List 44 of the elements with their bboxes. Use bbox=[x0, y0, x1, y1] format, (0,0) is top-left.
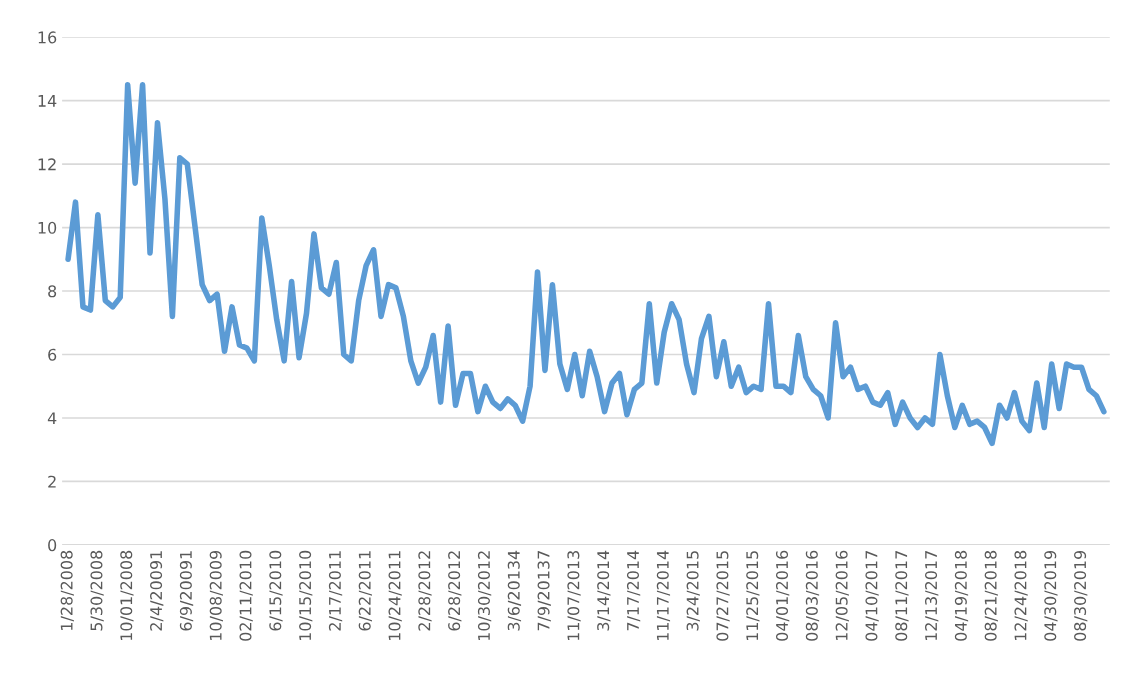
x-tick-label: 08/30/2019 bbox=[1074, 550, 1088, 641]
x-tick-label: 11/07/2013 bbox=[567, 551, 581, 641]
y-tick-label: 16 bbox=[38, 31, 57, 44]
y-tick-label: 12 bbox=[38, 158, 56, 171]
x-tick-label: 07/27/2015 bbox=[716, 551, 730, 641]
x-tick-label: 08/03/2016 bbox=[805, 550, 820, 641]
x-tick-label: 6/15/2010 bbox=[269, 550, 283, 631]
x-tick-label: 04/30/2019 bbox=[1044, 550, 1058, 641]
y-tick-label: 0 bbox=[48, 539, 57, 552]
x-tick-label: 3/14/2014 bbox=[597, 550, 611, 631]
x-tick-label: 10/24/2011 bbox=[388, 551, 402, 641]
x-tick-label: 12/24/2018 bbox=[1014, 550, 1028, 641]
x-tick-label: 5/30/2008 bbox=[90, 550, 104, 631]
x-tick-label: 2/28/2012 bbox=[418, 551, 432, 631]
x-tick-label: 12/05/2016 bbox=[835, 550, 849, 641]
x-tick-label: 10/15/2010 bbox=[299, 550, 313, 641]
x-tick-label: 08/21/2018 bbox=[984, 550, 998, 641]
y-tick-label: 4 bbox=[47, 412, 57, 425]
x-tick-label: 3/6/20134 bbox=[507, 550, 522, 631]
x-tick-label: 7/17/2014 bbox=[626, 550, 641, 631]
x-tick-label: 10/08/2009 bbox=[209, 550, 223, 641]
x-tick-label: 7/9/20137 bbox=[537, 551, 551, 631]
x-tick-label: 2/4/20091 bbox=[150, 551, 164, 631]
x-tick-label: 10/30/2012 bbox=[477, 551, 492, 641]
y-tick-label: 10 bbox=[38, 221, 57, 234]
x-tick-label: 6/28/2012 bbox=[448, 551, 462, 631]
x-tick-label: 04/19/2018 bbox=[954, 550, 969, 641]
x-tick-label: 08/11/2017 bbox=[895, 551, 909, 641]
y-tick-label: 2 bbox=[48, 475, 56, 488]
x-tick-label: 11/17/2014 bbox=[656, 550, 671, 641]
x-tick-label: 12/13/2017 bbox=[925, 551, 939, 641]
x-tick-label: 6/22/2011 bbox=[358, 551, 373, 631]
y-tick-label: 8 bbox=[48, 285, 57, 298]
x-tick-label: 02/11/2010 bbox=[239, 550, 253, 641]
x-tick-label: 3/24/2015 bbox=[686, 551, 700, 631]
x-tick-label: 04/10/2017 bbox=[865, 551, 879, 641]
x-tick-label: 6/9/20091 bbox=[179, 551, 194, 631]
x-tick-label: 04/01/2016 bbox=[775, 550, 790, 641]
x-tick-label: 10/01/2008 bbox=[120, 550, 134, 641]
x-tick-label: 1/28/2008 bbox=[60, 550, 74, 630]
y-tick-label: 6 bbox=[48, 348, 57, 361]
x-tick-label: 11/25/2015 bbox=[746, 551, 760, 641]
y-tick-label: 14 bbox=[38, 95, 57, 107]
x-tick-label: 2/17/2011 bbox=[328, 551, 343, 631]
